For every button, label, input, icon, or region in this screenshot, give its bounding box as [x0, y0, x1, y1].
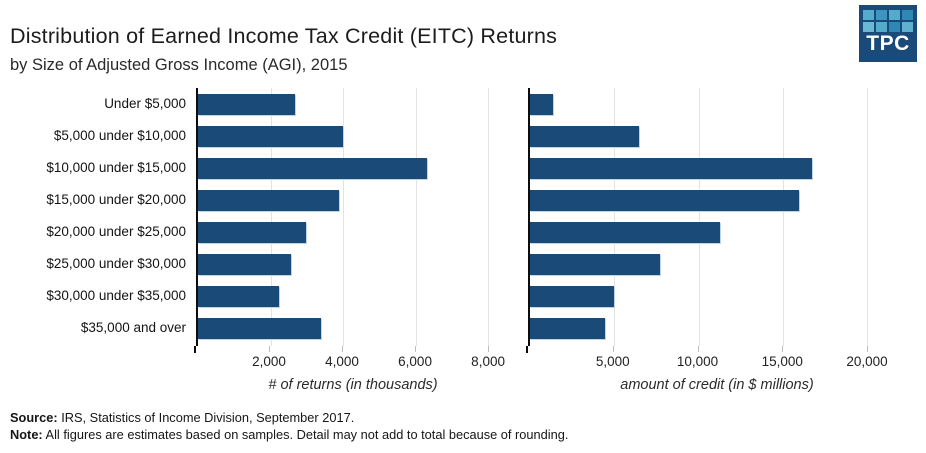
note-text: All figures are estimates based on sampl…	[42, 427, 569, 442]
bar-row	[198, 280, 510, 312]
logo-tile	[889, 22, 900, 32]
bar-row	[530, 280, 906, 312]
axis-tick	[488, 346, 490, 352]
bar-row	[530, 216, 906, 248]
bar-row	[198, 88, 510, 120]
bar-row	[530, 184, 906, 216]
gridline	[343, 88, 345, 346]
logo-tile	[876, 22, 887, 32]
chart-credit-axis-title: amount of credit (in $ millions)	[620, 377, 814, 393]
bar-row	[530, 312, 906, 344]
gridline	[488, 88, 490, 346]
chart-credit-tick-labels: 5,000 10,000 15,000 20,000	[528, 354, 906, 372]
category-label: $20,000 under $25,000	[46, 224, 186, 239]
logo-tile	[902, 22, 913, 32]
bar	[198, 221, 306, 243]
category-label: $5,000 under $10,000	[53, 128, 186, 143]
source-line: Source: IRS, Statistics of Income Divisi…	[10, 409, 568, 426]
source-text: IRS, Statistics of Income Division, Sept…	[57, 410, 355, 425]
gridline	[698, 88, 700, 346]
category-label: Under $5,000	[104, 96, 186, 111]
chart-credit-plot	[528, 88, 906, 346]
axis-tick	[269, 346, 271, 352]
tick-label: 20,000	[846, 354, 888, 369]
page-subtitle: by Size of Adjusted Gross Income (AGI), …	[10, 56, 348, 74]
bar-row	[198, 248, 510, 280]
category-label: $10,000 under $15,000	[46, 160, 186, 175]
category-label: $25,000 under $30,000	[46, 256, 186, 271]
bar	[530, 189, 800, 211]
bar	[198, 157, 428, 179]
gridline	[867, 88, 869, 346]
bar	[530, 221, 720, 243]
category-axis: Under $5,000 $5,000 under $10,000 $10,000 …	[10, 88, 196, 344]
bar-row	[530, 88, 906, 120]
chart-credit: 5,000 10,000 15,000 20,000 amount of credit…	[526, 88, 906, 393]
category-label: $35,000 and over	[80, 320, 186, 335]
logo-tile	[889, 10, 900, 20]
chart-returns-tick-strip	[194, 346, 510, 353]
page-title: Distribution of Earned Income Tax Credit…	[10, 24, 558, 48]
chart-returns-tick-labels: 2,000 4,000 6,000 8,000	[196, 354, 510, 372]
axis-origin-tick	[526, 346, 528, 353]
bar-row	[530, 152, 906, 184]
category-label: $30,000 under $35,000	[46, 288, 186, 303]
tick-label: 8,000	[471, 354, 505, 369]
bar	[198, 125, 344, 147]
tick-label: 6,000	[398, 354, 432, 369]
axis-tick	[612, 346, 614, 352]
charts-area: Under $5,000 $5,000 under $10,000 $10,000 …	[10, 88, 906, 393]
bar	[530, 317, 606, 339]
tick-label: 15,000	[761, 354, 803, 369]
logo-text: TPC	[866, 32, 910, 55]
logo-tile	[863, 10, 874, 20]
bar-row	[198, 312, 510, 344]
bar	[198, 93, 295, 115]
axis-tick	[415, 346, 417, 352]
bar-row	[530, 120, 906, 152]
axis-tick	[782, 346, 784, 352]
bar-row	[198, 152, 510, 184]
bar	[530, 253, 661, 275]
bar-row	[198, 184, 510, 216]
logo-tile-grid	[863, 10, 913, 32]
logo-tile	[902, 10, 913, 20]
axis-tick	[342, 346, 344, 352]
note-label: Note:	[10, 427, 43, 442]
bar	[198, 189, 340, 211]
footer: Source: IRS, Statistics of Income Divisi…	[10, 409, 568, 443]
tick-label: 2,000	[252, 354, 286, 369]
bar	[530, 93, 554, 115]
chart-returns: 2,000 4,000 6,000 8,000 # of returns (in th…	[194, 88, 510, 393]
tpc-logo: TPC	[859, 5, 917, 62]
axis-tick	[697, 346, 699, 352]
bar	[530, 285, 614, 307]
bar-row	[198, 120, 510, 152]
bar	[198, 317, 321, 339]
bar-row	[530, 248, 906, 280]
logo-tile	[863, 22, 874, 32]
gridline	[270, 88, 272, 346]
tick-label: 10,000	[676, 354, 719, 369]
logo-tile	[876, 10, 887, 20]
bar	[198, 253, 292, 275]
gridline	[782, 88, 784, 346]
bar-row	[198, 216, 510, 248]
gridline	[614, 88, 616, 346]
tick-label: 5,000	[595, 354, 630, 369]
axis-origin-tick	[194, 346, 196, 353]
axis-tick	[867, 346, 868, 352]
gridline	[415, 88, 417, 346]
chart-credit-tick-strip	[526, 346, 906, 353]
category-label: $15,000 under $20,000	[46, 192, 186, 207]
note-line: Note: All figures are estimates based on…	[10, 426, 568, 443]
chart-returns-plot	[196, 88, 510, 346]
bar	[530, 157, 813, 179]
tick-label: 4,000	[325, 354, 359, 369]
bar	[198, 285, 279, 307]
source-label: Source:	[10, 410, 58, 425]
chart-returns-axis-title: # of returns (in thousands)	[268, 377, 438, 393]
bar	[530, 125, 640, 147]
